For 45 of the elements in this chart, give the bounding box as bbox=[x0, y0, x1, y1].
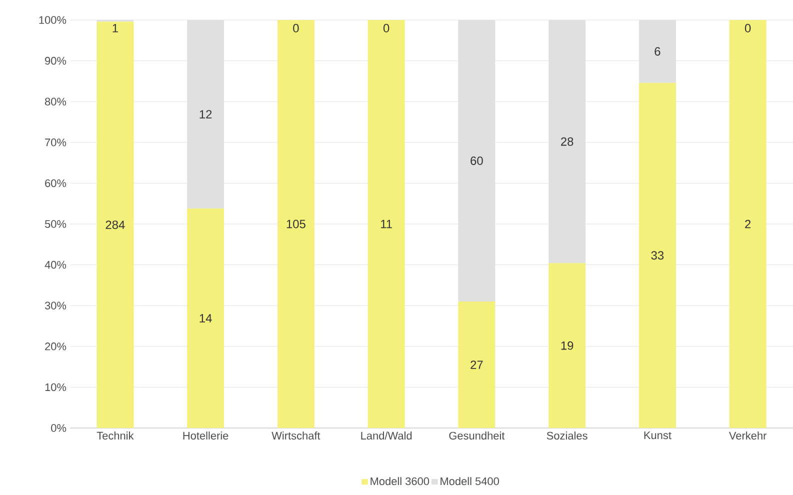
annotation: 27 bbox=[470, 360, 483, 369]
annotation: 105 bbox=[286, 220, 306, 228]
annotation: 14 bbox=[200, 314, 212, 322]
annotation: 33 bbox=[651, 251, 664, 260]
bar bbox=[96, 22, 134, 428]
annotation: 6 bbox=[654, 47, 660, 56]
y-tick-label: 70% bbox=[45, 138, 66, 146]
y-tick-label: 80% bbox=[45, 98, 66, 106]
annotation: 0 bbox=[293, 24, 299, 32]
annotation: 11 bbox=[381, 220, 392, 228]
legend-label: Modell 3600 bbox=[370, 477, 430, 486]
y-tick-label: 100% bbox=[39, 16, 66, 24]
bar bbox=[458, 302, 496, 428]
x-tick-label: Hotellerie bbox=[183, 432, 228, 440]
annotation: 19 bbox=[561, 341, 574, 350]
bar bbox=[729, 20, 766, 428]
x-tick-label: Kunst bbox=[644, 432, 672, 440]
x-tick-label: Wirtschaft bbox=[272, 432, 320, 440]
x-tick-label: Technik bbox=[96, 432, 134, 440]
y-tick-label: 20% bbox=[45, 342, 66, 350]
y-tick-label: 50% bbox=[44, 220, 66, 228]
y-tick-label: 10% bbox=[45, 383, 66, 392]
bar bbox=[368, 20, 405, 428]
bar bbox=[277, 20, 314, 428]
bar bbox=[548, 263, 586, 428]
annotation: 0 bbox=[383, 24, 390, 32]
x-tick-label: Land/Wald bbox=[361, 432, 412, 440]
y-tick-label: 60% bbox=[45, 179, 66, 188]
annotation: 1 bbox=[112, 24, 118, 32]
y-tick-label: 0% bbox=[51, 424, 66, 432]
y-tick-label: 90% bbox=[45, 56, 66, 65]
y-tick-label: 30% bbox=[44, 302, 66, 310]
x-tick-label: Gesundheit bbox=[449, 432, 505, 440]
y-tick-label: 40% bbox=[44, 260, 66, 269]
annotation: 0 bbox=[744, 24, 751, 32]
annotation: 284 bbox=[106, 220, 125, 230]
x-tick-label: Soziales bbox=[546, 432, 588, 440]
bar bbox=[638, 82, 676, 428]
annotation: 2 bbox=[745, 220, 751, 228]
annotation: 12 bbox=[200, 110, 212, 118]
bar bbox=[187, 208, 224, 428]
annotation: 60 bbox=[470, 156, 483, 165]
legend-label: Modell 5400 bbox=[440, 477, 499, 486]
x-tick-label: Verkehr bbox=[728, 432, 767, 440]
annotation: 28 bbox=[561, 137, 574, 146]
